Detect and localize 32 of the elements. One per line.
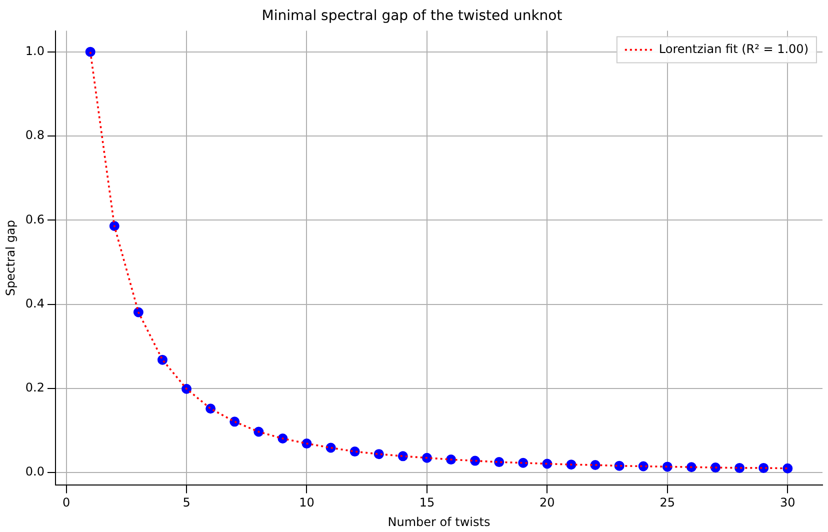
x-tick-label: 30 xyxy=(780,496,796,510)
y-tick-label: 0.6 xyxy=(25,212,44,226)
point xyxy=(182,384,192,394)
x-tick-label: 15 xyxy=(419,496,435,510)
point xyxy=(109,221,120,232)
point xyxy=(542,458,552,469)
point xyxy=(590,460,600,470)
y-tick-label: 0.8 xyxy=(25,128,44,142)
x-tick-label: 10 xyxy=(299,496,314,510)
point xyxy=(133,307,144,318)
y-tick-label: 1.0 xyxy=(25,44,44,58)
point xyxy=(686,462,696,472)
y-tick-label: 0.4 xyxy=(25,296,44,310)
point xyxy=(566,460,576,470)
point xyxy=(302,438,312,449)
y-tick-label: 0.2 xyxy=(25,380,44,395)
legend-label: Lorentzian fit (R² = 1.00) xyxy=(658,42,808,56)
y-tick-label: 0.0 xyxy=(25,464,44,479)
x-tick-label: 20 xyxy=(540,496,555,510)
point xyxy=(662,462,672,472)
chart-title: Minimal spectral gap of the twisted unknot xyxy=(262,8,563,24)
y-axis-title: Spectral gap xyxy=(3,220,18,296)
point xyxy=(782,463,793,474)
x-tick-label: 0 xyxy=(62,496,70,510)
x-tick-label: 5 xyxy=(182,496,190,510)
point xyxy=(85,46,96,57)
point xyxy=(446,454,456,465)
point xyxy=(638,461,648,472)
point xyxy=(422,452,432,463)
x-axis-title: Number of twists xyxy=(388,514,490,529)
x-tick-label: 25 xyxy=(660,496,676,510)
point xyxy=(278,434,288,444)
